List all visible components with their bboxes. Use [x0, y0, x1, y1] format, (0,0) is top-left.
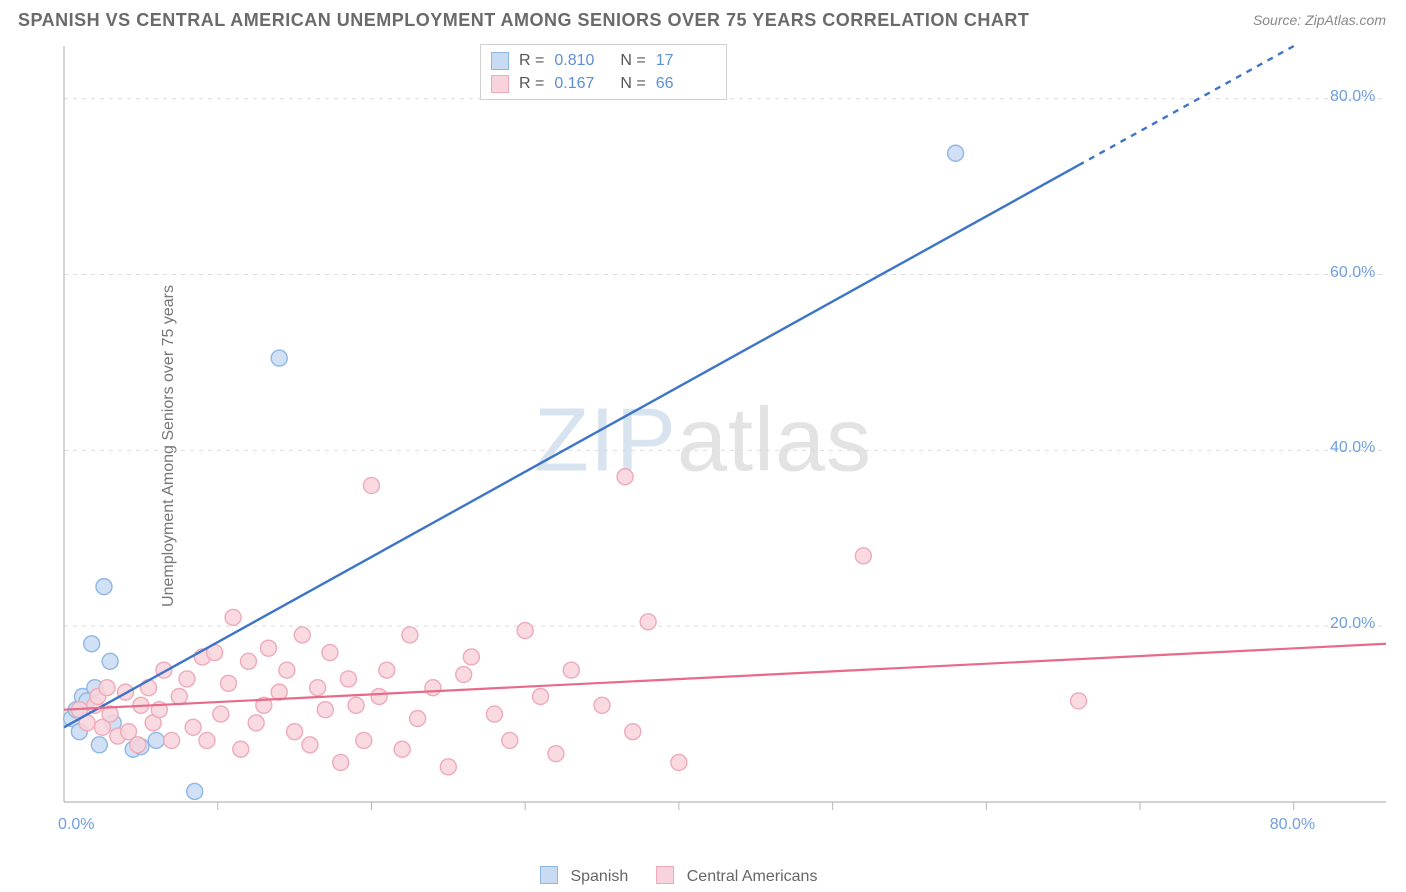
- axis-tick-label: 20.0%: [1330, 615, 1375, 633]
- chart-title: SPANISH VS CENTRAL AMERICAN UNEMPLOYMENT…: [18, 10, 1029, 31]
- r-label: R =: [519, 72, 544, 95]
- r-value-spanish: 0.810: [554, 49, 610, 72]
- n-value-central: 66: [656, 72, 712, 95]
- correlation-legend-row-central: R = 0.167 N = 66: [491, 72, 712, 95]
- n-label: N =: [620, 49, 645, 72]
- n-value-spanish: 17: [656, 49, 712, 72]
- grid-lines: [64, 46, 1386, 810]
- scatter-plot-svg: [50, 40, 1390, 850]
- axis-tick-label: 0.0%: [58, 816, 94, 834]
- n-label: N =: [620, 72, 645, 95]
- axis-tick-label: 80.0%: [1270, 816, 1315, 834]
- swatch-central: [656, 866, 674, 884]
- swatch-spanish: [540, 866, 558, 884]
- chart-container: SPANISH VS CENTRAL AMERICAN UNEMPLOYMENT…: [0, 0, 1406, 892]
- axes-lines: [64, 46, 1386, 802]
- swatch-spanish: [491, 52, 509, 70]
- axis-tick-label: 80.0%: [1330, 88, 1375, 106]
- series-label-central: Central Americans: [687, 868, 818, 885]
- series-label-spanish: Spanish: [570, 868, 628, 885]
- axis-tick-label: 40.0%: [1330, 439, 1375, 457]
- series-legend: Spanish Central Americans: [540, 866, 817, 886]
- r-label: R =: [519, 49, 544, 72]
- series-legend-item-spanish: Spanish: [540, 866, 628, 886]
- axis-tick-label: 60.0%: [1330, 264, 1375, 282]
- trend-lines: [64, 46, 1386, 727]
- correlation-legend-row-spanish: R = 0.810 N = 17: [491, 49, 712, 72]
- swatch-central: [491, 75, 509, 93]
- series-legend-item-central: Central Americans: [656, 866, 817, 886]
- r-value-central: 0.167: [554, 72, 610, 95]
- source-attribution: Source: ZipAtlas.com: [1253, 12, 1386, 28]
- correlation-legend: R = 0.810 N = 17 R = 0.167 N = 66: [480, 44, 727, 100]
